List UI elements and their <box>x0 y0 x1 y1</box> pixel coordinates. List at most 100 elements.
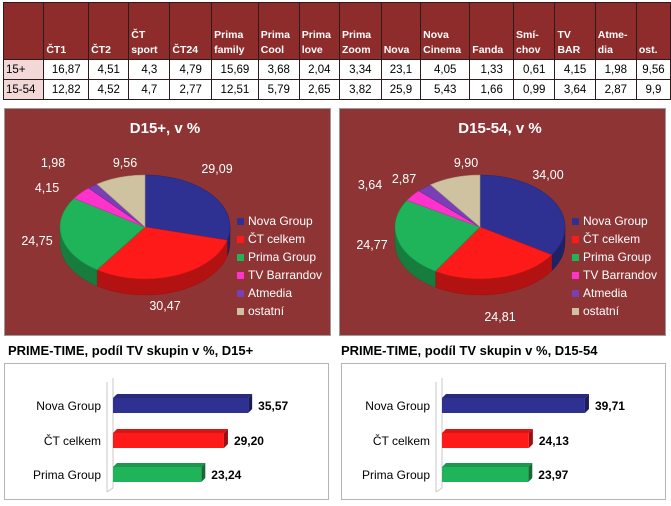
bar-value-label: 23,24 <box>211 468 241 482</box>
table-cell: 1,33 <box>469 59 514 80</box>
table-cell: 3,34 <box>338 59 382 80</box>
bar-axis <box>435 487 443 493</box>
column-header-text: Cool <box>260 44 285 56</box>
column-header-text: love <box>301 44 323 56</box>
bar-category-label: ČT celkem <box>44 433 101 448</box>
legend-swatch <box>237 236 244 243</box>
pie-chart-d15-54: D15-54, v % 34,00 24,81 24,77 3,64 2,87 9,90 No… <box>356 120 657 324</box>
bar-value-label: 29,20 <box>234 434 264 448</box>
pie-value-label: 24,77 <box>356 238 387 252</box>
legend-entry: Atmedia <box>583 286 627 300</box>
table-cell: 1,66 <box>469 79 514 100</box>
bar-value-label: 23,97 <box>538 468 568 482</box>
column-header: ČT sport <box>128 2 171 60</box>
column-header: ČT1 <box>43 2 90 60</box>
table-cell: 2,04 <box>298 59 340 80</box>
bar-end <box>528 463 533 482</box>
table-cell: 16,87 <box>43 59 90 80</box>
table-cell: 1,98 <box>594 59 637 80</box>
legend-entry: TV Barrandov <box>248 268 322 282</box>
legend-swatch <box>572 290 579 297</box>
column-header: Atme-dia <box>594 2 637 60</box>
pie-slice <box>394 199 481 272</box>
table-cell: 12,82 <box>43 79 90 100</box>
pie-slice <box>96 226 228 280</box>
pie-value-label: 4,15 <box>35 181 59 195</box>
bar-end <box>223 429 228 448</box>
legend-entry: ČT celkem <box>248 231 305 246</box>
bar-top <box>442 429 533 433</box>
column-header: Nova Cinema <box>420 2 471 60</box>
legend-swatch <box>572 254 579 261</box>
column-header-text: Zoom <box>341 44 371 56</box>
table-cell: 12,51 <box>211 79 259 100</box>
table-cell: 2,87 <box>594 79 637 100</box>
bar-chart-title-d15-54: PRIME-TIME, podíl TV skupin v %, D15-54 <box>341 343 598 358</box>
column-header-text: chov <box>516 44 541 56</box>
bar <box>113 433 224 448</box>
legend-swatch <box>237 254 244 261</box>
table-row: 15-54 12,82 4,52 4,7 2,77 12,51 5,79 2,65 3,82 25… <box>2 79 671 100</box>
bar-chart-title-d15plus: PRIME-TIME, podíl TV skupin v %, D15+ <box>8 343 254 358</box>
column-header-text: sport <box>131 44 158 56</box>
bar-chart-d15plus: Nova Group 35,57 ČT celkem 29,20 Prima Group… <box>33 378 289 493</box>
column-header-text: Prima <box>214 29 244 41</box>
column-header: Smí-chov <box>512 2 556 60</box>
legend-entry: Atmedia <box>248 286 292 300</box>
bar <box>442 467 529 482</box>
table-cell: 4,15 <box>554 59 596 80</box>
column-header: TV BAR <box>554 2 596 60</box>
column-header: ČT2 <box>88 2 130 60</box>
bar <box>442 433 529 448</box>
column-header: ost. <box>635 2 671 60</box>
column-header-text: ČT1 <box>46 44 67 56</box>
bar-end <box>584 394 589 413</box>
legend-entry: Nova Group <box>583 214 648 228</box>
column-header-text: ČT2 <box>91 44 111 56</box>
legend-swatch <box>237 290 244 297</box>
legend-entry: ostatní <box>583 304 620 318</box>
legend-swatch <box>237 218 244 225</box>
bar-top <box>113 429 228 433</box>
column-header-text: BAR <box>557 44 581 56</box>
column-header-text: ost. <box>638 44 658 56</box>
column-header-text: Atme- <box>597 29 628 41</box>
column-header-text: Fanda <box>472 44 504 56</box>
table-cell: 2,77 <box>169 79 213 100</box>
bar <box>113 398 249 413</box>
pie-value-label: 24,75 <box>21 234 52 248</box>
table-cell: 3,64 <box>554 79 596 100</box>
column-header-text: family <box>214 44 245 56</box>
bar-top <box>442 394 589 398</box>
legend-entry: Prima Group <box>583 250 651 264</box>
pie-slice <box>429 174 481 228</box>
table-cell: 5,79 <box>257 79 300 100</box>
pie-value-label: 30,47 <box>149 299 180 313</box>
legend-entry: TV Barrandov <box>583 268 657 282</box>
pie-slice <box>479 174 566 256</box>
legend-swatch <box>572 272 579 279</box>
legend-swatch <box>237 308 244 315</box>
table-cell: 5,43 <box>420 79 471 100</box>
table-cell: 4,3 <box>128 59 171 80</box>
column-header-text: TV <box>557 29 571 41</box>
bar-value-label: 24,13 <box>539 434 569 448</box>
table-header-row: ČT1 ČT2 ČT sport ČT24 Prima family Prima Cool Pri… <box>2 2 671 60</box>
table-cell: 0,99 <box>512 79 556 100</box>
bar-top <box>113 463 206 467</box>
bar-top <box>113 394 253 398</box>
pie-value-label: 34,00 <box>532 168 563 182</box>
pie-slice <box>144 174 231 241</box>
legend-entry: Nova Group <box>248 214 313 228</box>
table-cell: 4,7 <box>128 79 171 100</box>
column-header-text: Smí- <box>516 29 539 41</box>
pie-title: D15-54, v % <box>458 120 541 137</box>
column-header-text: ČT24 <box>172 44 199 56</box>
pie-slice <box>434 226 553 280</box>
pie-value-label: 9,56 <box>113 156 137 170</box>
column-header: Fanda <box>469 2 514 60</box>
table-cell: 9,56 <box>635 59 671 80</box>
legend-entry: ČT celkem <box>583 231 640 246</box>
row-label: 15+ <box>2 59 45 80</box>
column-header-text: dia <box>597 44 613 56</box>
